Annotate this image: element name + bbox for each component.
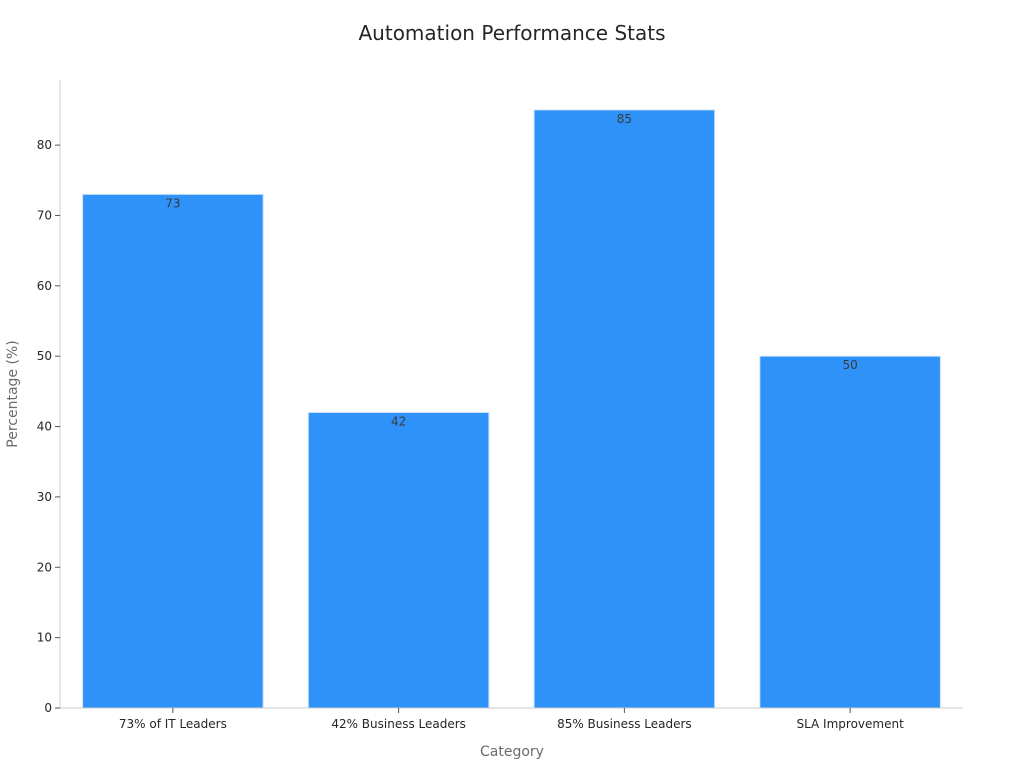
y-tick-label-60: 60	[37, 279, 52, 293]
chart-title: Automation Performance Stats	[359, 21, 666, 45]
x-tick-label-3: 85% Business Leaders	[557, 717, 692, 731]
y-tick-label-40: 40	[37, 420, 52, 434]
y-axis-ticks: 0 10 20 30 40 50 60 70 80	[37, 138, 60, 715]
x-tick-label-4: SLA Improvement	[796, 717, 904, 731]
bar-4	[759, 355, 941, 709]
y-tick-label-30: 30	[37, 490, 52, 504]
bar-value-label-1: 73	[165, 196, 180, 210]
y-tick-label-50: 50	[37, 349, 52, 363]
bar-1	[82, 193, 264, 709]
bar-value-label-3: 85	[617, 112, 632, 126]
y-axis-label: Percentage (%)	[5, 340, 21, 447]
bars-group	[82, 109, 941, 709]
x-axis-ticks: 73% of IT Leaders 42% Business Leaders 85%…	[119, 708, 904, 731]
x-tick-label-2: 42% Business Leaders	[331, 717, 466, 731]
x-tick-label-1: 73% of IT Leaders	[119, 717, 227, 731]
bar-value-label-4: 50	[842, 358, 857, 372]
x-axis-label: Category	[480, 744, 544, 760]
bar-value-label-2: 42	[391, 414, 406, 428]
y-tick-label-10: 10	[37, 631, 52, 645]
y-tick-label-0: 0	[44, 701, 52, 715]
y-tick-label-70: 70	[37, 208, 52, 222]
bar-value-labels: 73 42 85 50	[165, 112, 858, 429]
bar-3	[533, 109, 716, 709]
y-tick-label-20: 20	[37, 560, 52, 574]
bar-2	[307, 411, 490, 709]
y-tick-label-80: 80	[37, 138, 52, 152]
